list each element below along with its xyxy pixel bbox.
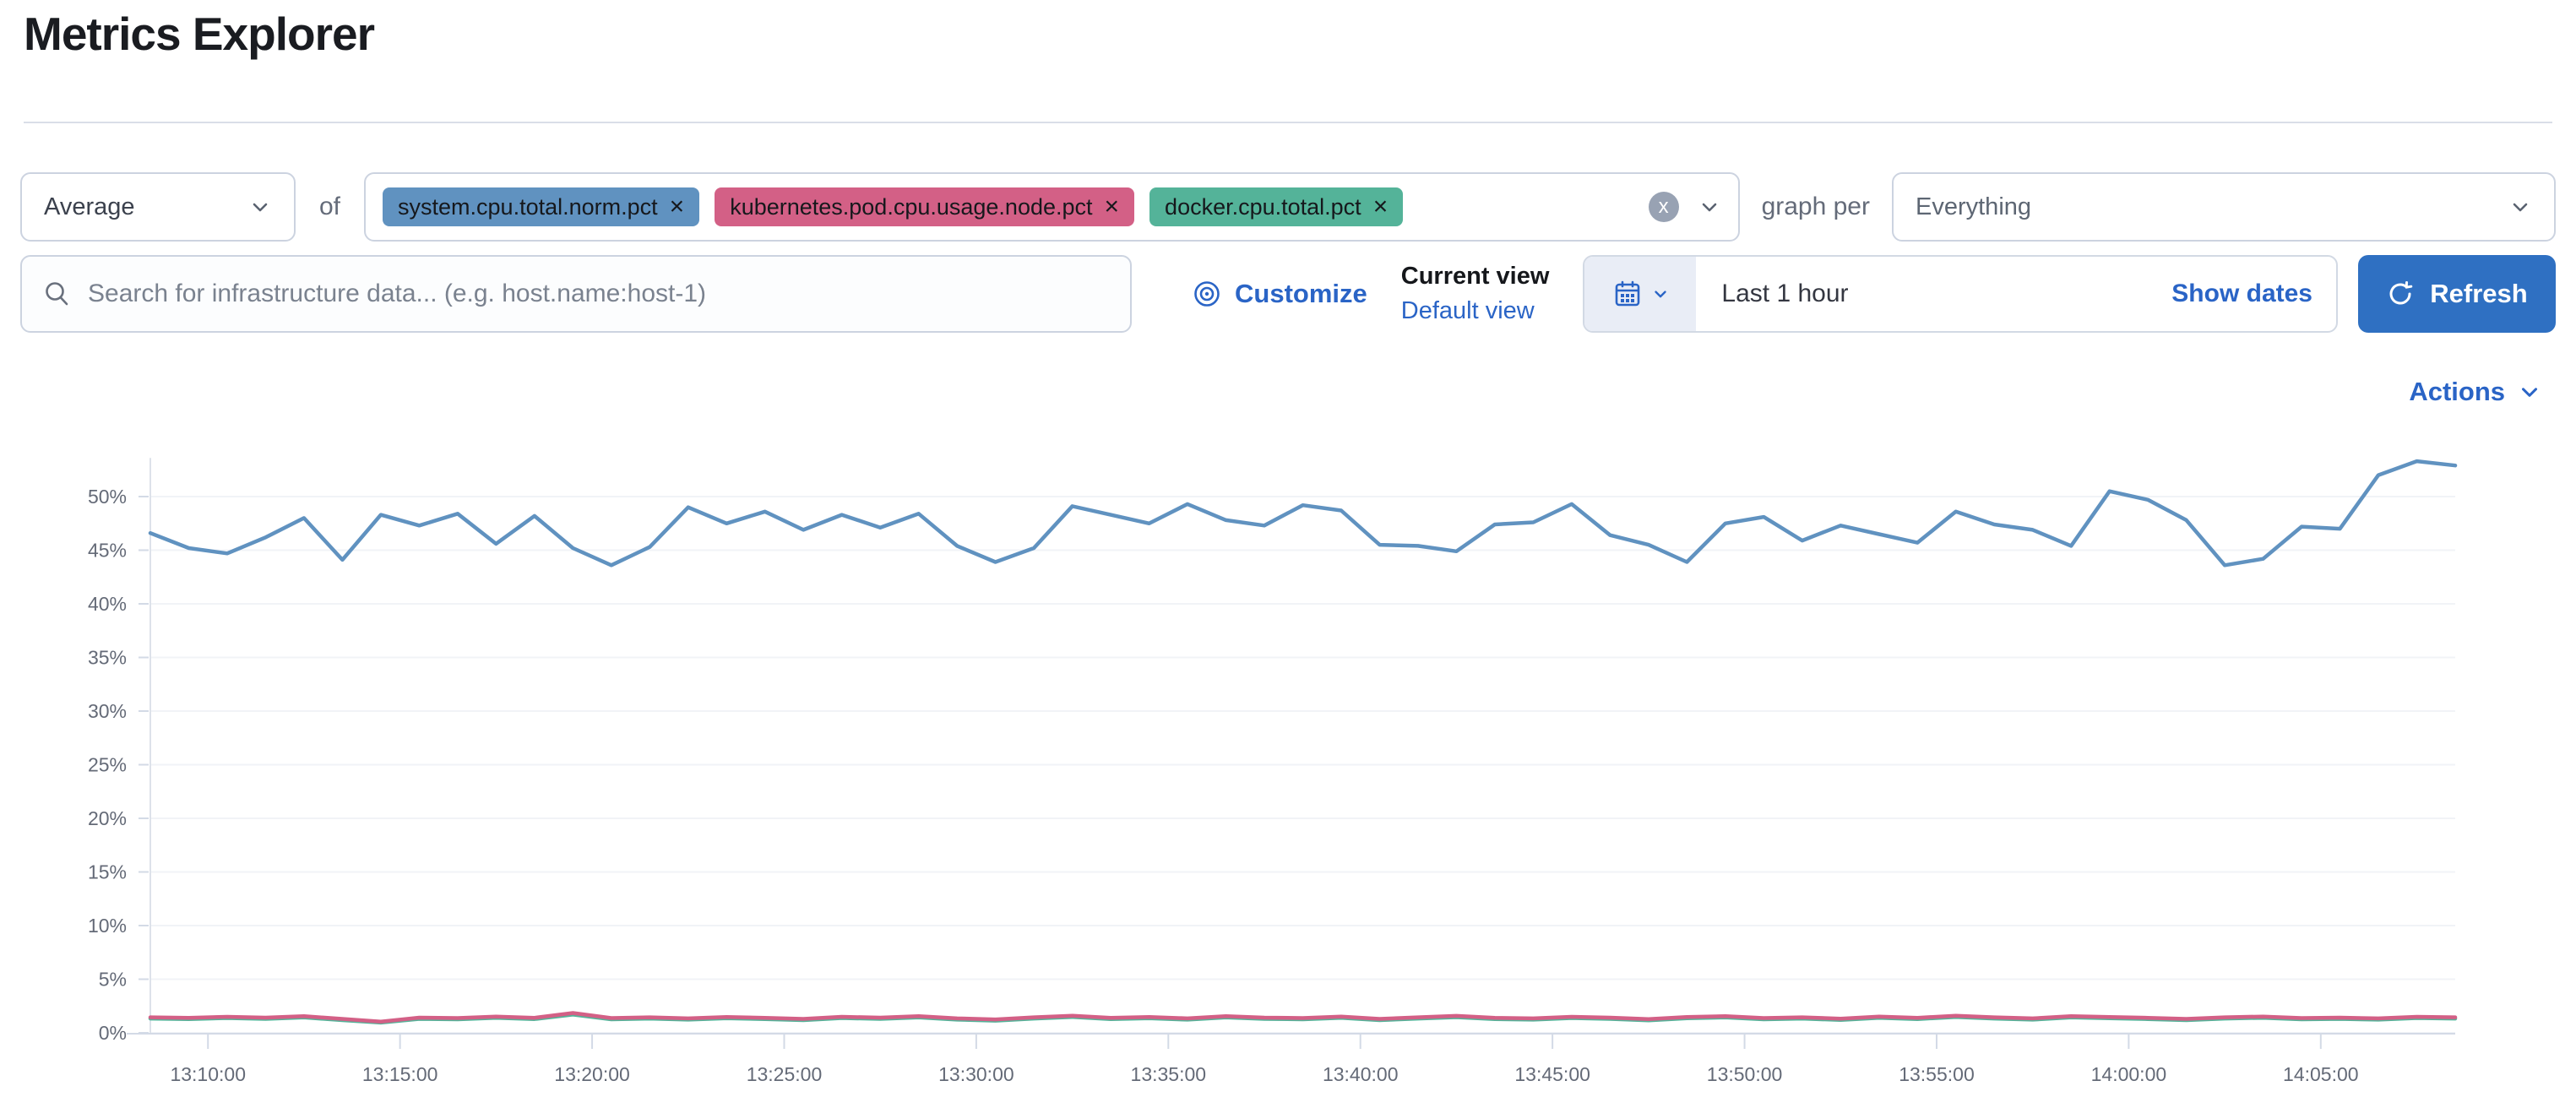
calendar-quick-select[interactable]	[1584, 257, 1697, 331]
metric-pill-label: docker.cpu.total.pct	[1165, 193, 1361, 220]
y-axis-label: 30%	[88, 700, 127, 722]
x-axis-label: 14:00:00	[2091, 1063, 2167, 1085]
x-axis-label: 13:30:00	[938, 1063, 1014, 1085]
metric-pill-list: system.cpu.total.norm.pct × kubernetes.pod…	[383, 187, 1418, 226]
search-icon	[46, 282, 68, 306]
refresh-label: Refresh	[2430, 279, 2528, 308]
y-axis-label: 45%	[88, 540, 127, 562]
metrics-chart[interactable]: 0% 5% 10% 15% 20% 25% 30% 35% 40% 45% 50% 13:10:00 1…	[0, 436, 2576, 1108]
filter-bar: Customize Current view Default view Last…	[20, 255, 2556, 333]
line-chart-canvas[interactable]: 0% 5% 10% 15% 20% 25% 30% 35% 40% 45% 50% 13:10:00 1…	[0, 436, 2576, 1108]
actions-button[interactable]: Actions	[2409, 377, 2542, 407]
show-dates-link[interactable]: Show dates	[2171, 280, 2312, 307]
metric-pill-label: kubernetes.pod.cpu.usage.node.pct	[730, 193, 1093, 220]
series-line-system.cpu.total.norm.pct[interactable]	[148, 459, 2458, 568]
current-view-label: Current view	[1400, 263, 1550, 290]
customize-label: Customize	[1235, 279, 1367, 308]
page-header: Metrics Explorer	[0, 0, 2576, 123]
y-axis-label: 5%	[99, 969, 127, 991]
metric-pill[interactable]: docker.cpu.total.pct ×	[1149, 187, 1404, 226]
chevron-down-icon	[253, 203, 268, 212]
calendar-icon	[1615, 280, 1640, 307]
aggregation-select[interactable]: Average	[20, 172, 296, 242]
page-title: Metrics Explorer	[24, 8, 375, 60]
group-by-select[interactable]: Everything	[1892, 172, 2556, 242]
x-axis-label: 14:05:00	[2283, 1063, 2359, 1085]
metric-pill[interactable]: kubernetes.pod.cpu.usage.node.pct ×	[715, 187, 1135, 226]
x-axis-label: 13:55:00	[1899, 1063, 1975, 1085]
x-axis-label: 13:45:00	[1514, 1063, 1590, 1085]
x-axis-label: 13:15:00	[362, 1063, 438, 1085]
refresh-button[interactable]: Refresh	[2358, 255, 2556, 333]
header-divider	[24, 122, 2552, 123]
x-axis-label: 13:10:00	[170, 1063, 246, 1085]
x-axis-label: 13:35:00	[1131, 1063, 1207, 1085]
y-axis-label: 10%	[88, 915, 127, 937]
chevron-down-icon[interactable]	[1698, 195, 1721, 219]
y-axis-label: 35%	[88, 647, 127, 669]
view-stack: Current view Default view	[1401, 263, 1550, 325]
y-axis-label: 15%	[88, 861, 127, 883]
default-view-link[interactable]: Default view	[1400, 297, 1535, 324]
remove-metric-icon[interactable]: ×	[1104, 193, 1120, 220]
metric-pill[interactable]: system.cpu.total.norm.pct ×	[383, 187, 700, 226]
chevron-down-icon	[1655, 291, 1666, 298]
series-line-kubernetes.pod.cpu.usage.node.pct[interactable]	[148, 1011, 2458, 1024]
chevron-down-icon	[2522, 388, 2537, 397]
chevron-down-icon	[2513, 203, 2528, 212]
x-axis-label: 13:20:00	[554, 1063, 630, 1085]
metric-pill-label: system.cpu.total.norm.pct	[398, 193, 658, 220]
of-label: of	[319, 193, 341, 220]
x-axis-label: 13:40:00	[1323, 1063, 1399, 1085]
y-axis-label: 20%	[88, 807, 127, 829]
time-range-picker: Last 1 hour Show dates	[1583, 255, 2338, 333]
x-axis-label: 13:25:00	[747, 1063, 823, 1085]
y-axis-label: 40%	[88, 593, 127, 615]
graph-per-label: graph per	[1761, 193, 1870, 220]
group-by-value: Everything	[1916, 193, 2032, 220]
bullseye-icon	[1194, 281, 1220, 307]
remove-metric-icon[interactable]: ×	[1372, 193, 1389, 220]
y-axis-label: 50%	[88, 486, 127, 508]
search-box[interactable]	[20, 255, 1132, 333]
metrics-toolbar: Average of system.cpu.total.norm.pct × kub…	[20, 172, 2556, 242]
aggregation-value: Average	[44, 193, 135, 220]
y-axis-label: 0%	[99, 1022, 127, 1044]
search-input[interactable]	[88, 280, 1110, 308]
y-axis-label: 25%	[88, 754, 127, 776]
time-range-value[interactable]: Last 1 hour	[1721, 280, 1849, 307]
refresh-icon	[2389, 281, 2413, 305]
clear-metrics-icon[interactable]: x	[1648, 192, 1679, 222]
metrics-combobox[interactable]: system.cpu.total.norm.pct × kubernetes.pod…	[364, 172, 1740, 242]
chart-toolbar: Actions	[0, 372, 2542, 412]
remove-metric-icon[interactable]: ×	[669, 193, 685, 220]
x-axis-label: 13:50:00	[1707, 1063, 1783, 1085]
customize-button[interactable]: Customize	[1191, 278, 1367, 310]
actions-label: Actions	[2409, 377, 2505, 406]
